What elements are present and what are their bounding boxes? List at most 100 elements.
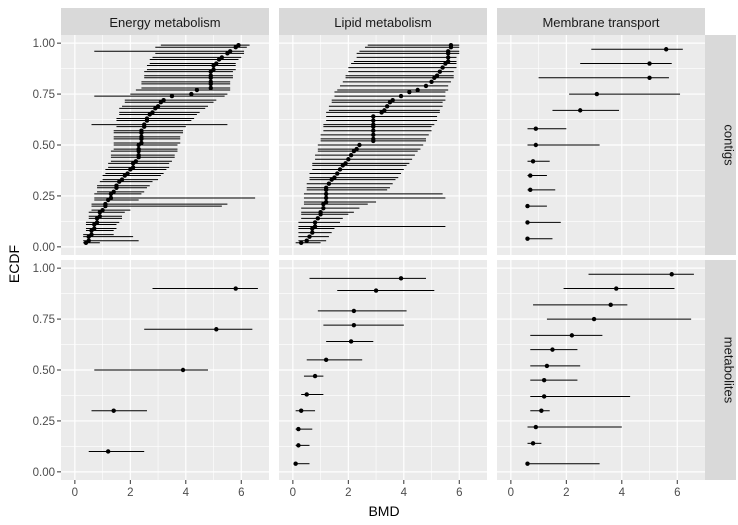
strip-background — [279, 8, 487, 35]
panel-lipid-metabolism-contigs — [279, 35, 487, 255]
data-point — [608, 302, 613, 308]
data-point — [528, 187, 533, 193]
x-tick-label: 0 — [508, 487, 514, 499]
strip-label-lipid-metabolism: Lipid metabolism — [334, 15, 432, 30]
data-point — [569, 333, 575, 338]
x-tick-label: 0 — [72, 487, 78, 499]
data-point — [373, 288, 379, 293]
data-point — [103, 203, 108, 209]
strip-membrane-transport: Membrane transport — [497, 8, 705, 35]
strip-label-metabolites: metabolites — [722, 337, 737, 404]
data-point — [326, 181, 332, 186]
data-point — [440, 65, 445, 70]
data-point — [180, 367, 186, 373]
y-tick-label: 0.25 — [33, 191, 55, 203]
y-tick-label: 1.00 — [33, 38, 55, 50]
y-tick-label: 0.75 — [33, 89, 55, 101]
x-tick-label: 6 — [674, 487, 680, 499]
data-point — [304, 238, 309, 243]
strip-background — [61, 8, 269, 35]
strip-contigs: contigs — [705, 35, 737, 255]
data-point — [307, 234, 312, 239]
data-point — [108, 191, 114, 197]
data-point — [139, 136, 144, 142]
data-point — [371, 132, 376, 138]
panel-energy-metabolism-metabolites — [61, 260, 269, 480]
data-point — [398, 276, 404, 281]
data-point — [340, 163, 345, 168]
data-point — [293, 461, 298, 466]
data-point — [647, 75, 652, 80]
data-point — [312, 373, 318, 379]
data-point — [379, 110, 384, 115]
data-point — [663, 47, 669, 52]
data-point — [142, 124, 147, 129]
data-point — [329, 177, 334, 182]
x-tick-label: 4 — [183, 487, 190, 499]
data-point — [539, 408, 544, 413]
data-point — [310, 226, 315, 231]
data-point — [437, 69, 443, 74]
data-point — [525, 236, 530, 241]
data-point — [128, 167, 133, 172]
data-point — [614, 286, 619, 291]
data-point — [371, 128, 376, 133]
data-point — [225, 51, 230, 56]
y-tick-label: 0.75 — [33, 314, 55, 326]
panel-lipid-metabolism-metabolites — [279, 260, 487, 480]
data-point — [136, 148, 141, 154]
data-point — [310, 230, 315, 235]
data-point — [357, 142, 362, 148]
y-axis-title: ECDF — [6, 245, 22, 283]
data-point — [445, 55, 451, 60]
data-point — [233, 286, 238, 291]
y-tick-label: 0.25 — [33, 416, 55, 428]
data-point — [298, 240, 304, 245]
x-tick-label: 2 — [345, 487, 351, 499]
data-point — [432, 75, 437, 80]
data-point — [337, 167, 343, 172]
data-point — [189, 91, 194, 97]
data-point — [533, 126, 539, 131]
x-tick-label: 4 — [401, 487, 408, 499]
y-tick-label: 0.00 — [33, 467, 55, 479]
data-point — [429, 79, 434, 85]
data-point — [194, 87, 200, 93]
strip-label-contigs: contigs — [722, 124, 737, 166]
x-tick-label: 4 — [619, 487, 626, 499]
data-point — [114, 185, 119, 190]
data-point — [323, 357, 329, 363]
data-point — [528, 173, 533, 178]
data-point — [111, 408, 116, 413]
data-point — [147, 112, 152, 117]
data-point — [89, 228, 94, 233]
x-tick-label: 2 — [127, 487, 133, 499]
x-tick-label: 2 — [563, 487, 569, 499]
data-point — [533, 142, 539, 148]
y-tick-label: 0.50 — [33, 365, 55, 377]
data-point — [153, 106, 158, 111]
data-point — [371, 124, 376, 129]
data-point — [208, 69, 213, 74]
data-point — [144, 118, 150, 123]
data-point — [315, 216, 321, 221]
data-point — [525, 220, 530, 225]
data-point — [122, 173, 127, 178]
y-tick-label: 1.00 — [33, 263, 55, 275]
data-point — [296, 443, 301, 448]
data-point — [323, 191, 329, 197]
x-tick-label: 6 — [238, 487, 244, 499]
data-point — [407, 89, 412, 95]
data-point — [169, 93, 175, 99]
data-point — [647, 61, 652, 66]
strips-layer: Energy metabolism Lipid metabolism Membran… — [61, 8, 737, 480]
data-point — [398, 93, 404, 99]
x-tick-label: 6 — [456, 487, 462, 499]
data-point — [541, 394, 547, 399]
panel-membrane-transport-contigs — [497, 35, 705, 255]
data-point — [158, 100, 164, 105]
data-point — [371, 114, 376, 119]
data-point — [312, 220, 318, 225]
data-point — [105, 197, 111, 203]
data-point — [415, 87, 420, 93]
